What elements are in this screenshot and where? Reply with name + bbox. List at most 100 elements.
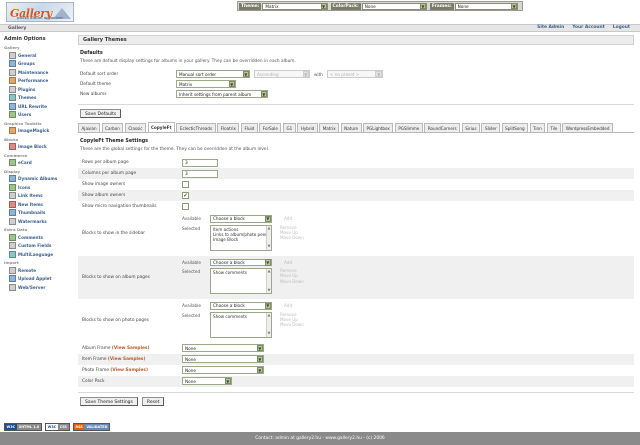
scroll-down-icon[interactable]: ▼ bbox=[267, 331, 271, 336]
sidebar-item-groups[interactable]: Groups bbox=[9, 60, 70, 68]
tab-hybrid[interactable]: Hybrid bbox=[297, 122, 318, 132]
tab-copyleft[interactable]: CopyleFt bbox=[147, 122, 175, 132]
sidebar-item-web-server[interactable]: Web/Server bbox=[9, 283, 70, 291]
nav-site-admin[interactable]: Site Admin bbox=[537, 25, 565, 30]
move-up-link[interactable]: Move Up bbox=[280, 316, 298, 322]
move-down-link[interactable]: Move Down bbox=[280, 278, 304, 284]
scroll-down-icon[interactable]: ▼ bbox=[267, 287, 271, 292]
chevron-down-icon[interactable]: ▼ bbox=[224, 377, 231, 385]
default-sort-order-select[interactable]: Manual sort order ▼ bbox=[176, 70, 250, 78]
tab-carbon[interactable]: Carbon bbox=[101, 122, 124, 132]
chevron-down-icon[interactable]: ▼ bbox=[264, 302, 271, 309]
validation-badge[interactable]: RSS VALIDATED bbox=[72, 423, 111, 431]
new-albums-select[interactable]: Inherit settings from parent album ▼ bbox=[176, 90, 268, 98]
tab-g1[interactable]: G1 bbox=[282, 122, 296, 132]
move-down-link[interactable]: Move Down bbox=[280, 235, 304, 241]
chevron-down-icon[interactable]: ▼ bbox=[260, 90, 267, 98]
sidebar-item-multilanguage[interactable]: MultiLanguage bbox=[9, 250, 70, 258]
tab-fluid[interactable]: Fluid bbox=[240, 122, 258, 132]
toolbar-colorpack-select[interactable]: None ▼ bbox=[361, 2, 427, 10]
scroll-up-icon[interactable]: ▲ bbox=[267, 225, 271, 230]
available-block-select[interactable]: Choose a block ▼ bbox=[210, 302, 272, 310]
nav-logout[interactable]: Logout bbox=[612, 25, 630, 30]
sidebar-item-dynamic-albums[interactable]: Dynamic Albums bbox=[9, 175, 70, 183]
list-item[interactable]: Show comments bbox=[213, 270, 247, 275]
validation-badge[interactable]: W3C CSS bbox=[45, 423, 70, 431]
setting-checkbox[interactable] bbox=[182, 181, 189, 188]
sidebar-item-themes[interactable]: Themes bbox=[9, 94, 70, 102]
remove-link[interactable]: Remove bbox=[280, 224, 297, 230]
tab-wordpressembedded[interactable]: WordpressEmbedded bbox=[562, 122, 613, 132]
sidebar-item-users[interactable]: Users bbox=[9, 111, 70, 119]
move-down-link[interactable]: Move Down bbox=[280, 322, 304, 328]
remove-link[interactable]: Remove bbox=[280, 311, 297, 317]
tab-pgslimme[interactable]: PGSlimme bbox=[394, 122, 423, 132]
frame-select[interactable]: None ▼ bbox=[182, 366, 264, 374]
sidebar-item-performance[interactable]: Performance bbox=[9, 77, 70, 85]
move-up-link[interactable]: Move Up bbox=[280, 229, 298, 235]
tab-slider[interactable]: Slider bbox=[481, 122, 501, 132]
sidebar-item-general[interactable]: General bbox=[9, 51, 70, 59]
scroll-up-icon[interactable]: ▲ bbox=[267, 312, 271, 317]
scroll-up-icon[interactable]: ▲ bbox=[267, 269, 271, 273]
tab-pglightbox[interactable]: PGLightbox bbox=[363, 122, 394, 132]
tab-floatrix[interactable]: Floatrix bbox=[217, 122, 240, 132]
setting-checkbox[interactable]: ✔ bbox=[182, 192, 189, 199]
available-block-select[interactable]: Choose a block ▼ bbox=[210, 215, 272, 223]
chevron-down-icon[interactable]: ▼ bbox=[302, 70, 309, 78]
listbox-scrollbar[interactable]: ▲ ▼ bbox=[266, 269, 271, 293]
tab-ajaxian[interactable]: Ajaxian bbox=[78, 122, 101, 132]
list-item[interactable]: Show comments bbox=[213, 313, 247, 319]
sidebar-item-image-block[interactable]: Image Block bbox=[9, 143, 70, 151]
sidebar-item-watermarks[interactable]: Watermarks bbox=[9, 217, 70, 225]
preset-select[interactable]: < no preset > ▼ bbox=[326, 70, 383, 78]
tab-sirius[interactable]: Sirius bbox=[461, 122, 480, 132]
sidebar-item-new-items[interactable]: New Items bbox=[9, 200, 70, 208]
tab-eclecticthreads[interactable]: EclecticThreads bbox=[176, 122, 216, 132]
nav-your-account[interactable]: Your Account bbox=[572, 25, 605, 30]
sidebar-item-custom-fields[interactable]: Custom Fields bbox=[9, 242, 70, 250]
chevron-down-icon[interactable]: ▼ bbox=[511, 3, 518, 9]
tab-matrix[interactable]: Matrix bbox=[319, 122, 340, 132]
tab-roundcorners[interactable]: RoundCorners bbox=[424, 122, 461, 132]
chevron-down-icon[interactable]: ▼ bbox=[256, 344, 263, 352]
sidebar-item-imagemagick[interactable]: ImageMagick bbox=[9, 127, 70, 135]
chevron-down-icon[interactable]: ▼ bbox=[264, 215, 271, 222]
sidebar-item-upload-applet[interactable]: Upload Applet bbox=[9, 275, 70, 283]
frame-select[interactable]: None ▼ bbox=[182, 344, 264, 352]
view-samples-link[interactable]: (View Samples) bbox=[107, 356, 146, 362]
sidebar-item-link-items[interactable]: Link Items bbox=[9, 192, 70, 200]
site-logo[interactable]: Gallery photo album organizer bbox=[6, 2, 74, 22]
listbox-scrollbar[interactable]: ▲ ▼ bbox=[266, 225, 271, 250]
sidebar-item-ecard[interactable]: eCard bbox=[9, 159, 70, 167]
available-block-select[interactable]: Choose a block ▼ bbox=[210, 258, 272, 266]
view-samples-link[interactable]: (View Samples) bbox=[110, 367, 148, 373]
selected-blocks-listbox[interactable]: Show comments ▲ ▼ bbox=[210, 268, 272, 294]
toolbar-theme-select[interactable]: Matrix ▼ bbox=[262, 2, 328, 10]
sidebar-item-remote[interactable]: Remote bbox=[9, 266, 70, 274]
tab-tile[interactable]: Tile bbox=[546, 122, 561, 132]
add-block-link[interactable]: Add bbox=[284, 303, 293, 308]
sidebar-item-url-rewrite[interactable]: URL Rewrite bbox=[9, 102, 70, 110]
chevron-down-icon[interactable]: ▼ bbox=[375, 70, 382, 78]
toolbar-frames-select[interactable]: None ▼ bbox=[454, 2, 519, 10]
scroll-down-icon[interactable]: ▼ bbox=[267, 244, 271, 249]
setting-text-input[interactable]: 3 bbox=[182, 169, 218, 178]
frame-select[interactable]: None ▼ bbox=[182, 377, 232, 385]
sort-direction-select[interactable]: Ascending ▼ bbox=[254, 70, 310, 78]
move-up-link[interactable]: Move Up bbox=[280, 273, 298, 279]
selected-blocks-listbox[interactable]: Item actions Links to album/photo peers Im… bbox=[210, 224, 272, 251]
setting-checkbox[interactable] bbox=[182, 203, 189, 210]
chevron-down-icon[interactable]: ▼ bbox=[264, 259, 271, 266]
chevron-down-icon[interactable]: ▼ bbox=[419, 3, 426, 9]
sidebar-item-maintenance[interactable]: Maintenance bbox=[9, 68, 70, 76]
list-item[interactable]: Image Block bbox=[213, 236, 239, 242]
tab-classic[interactable]: Classic bbox=[124, 122, 147, 132]
tab-tinn[interactable]: Tinn bbox=[529, 122, 546, 132]
sidebar-item-comments[interactable]: Comments bbox=[9, 233, 70, 241]
list-item[interactable]: Item actions bbox=[213, 226, 239, 232]
add-block-link[interactable]: Add bbox=[284, 259, 293, 265]
tab-nature[interactable]: Nature bbox=[340, 122, 362, 132]
remove-link[interactable]: Remove bbox=[280, 268, 297, 273]
chevron-down-icon[interactable]: ▼ bbox=[256, 366, 263, 374]
